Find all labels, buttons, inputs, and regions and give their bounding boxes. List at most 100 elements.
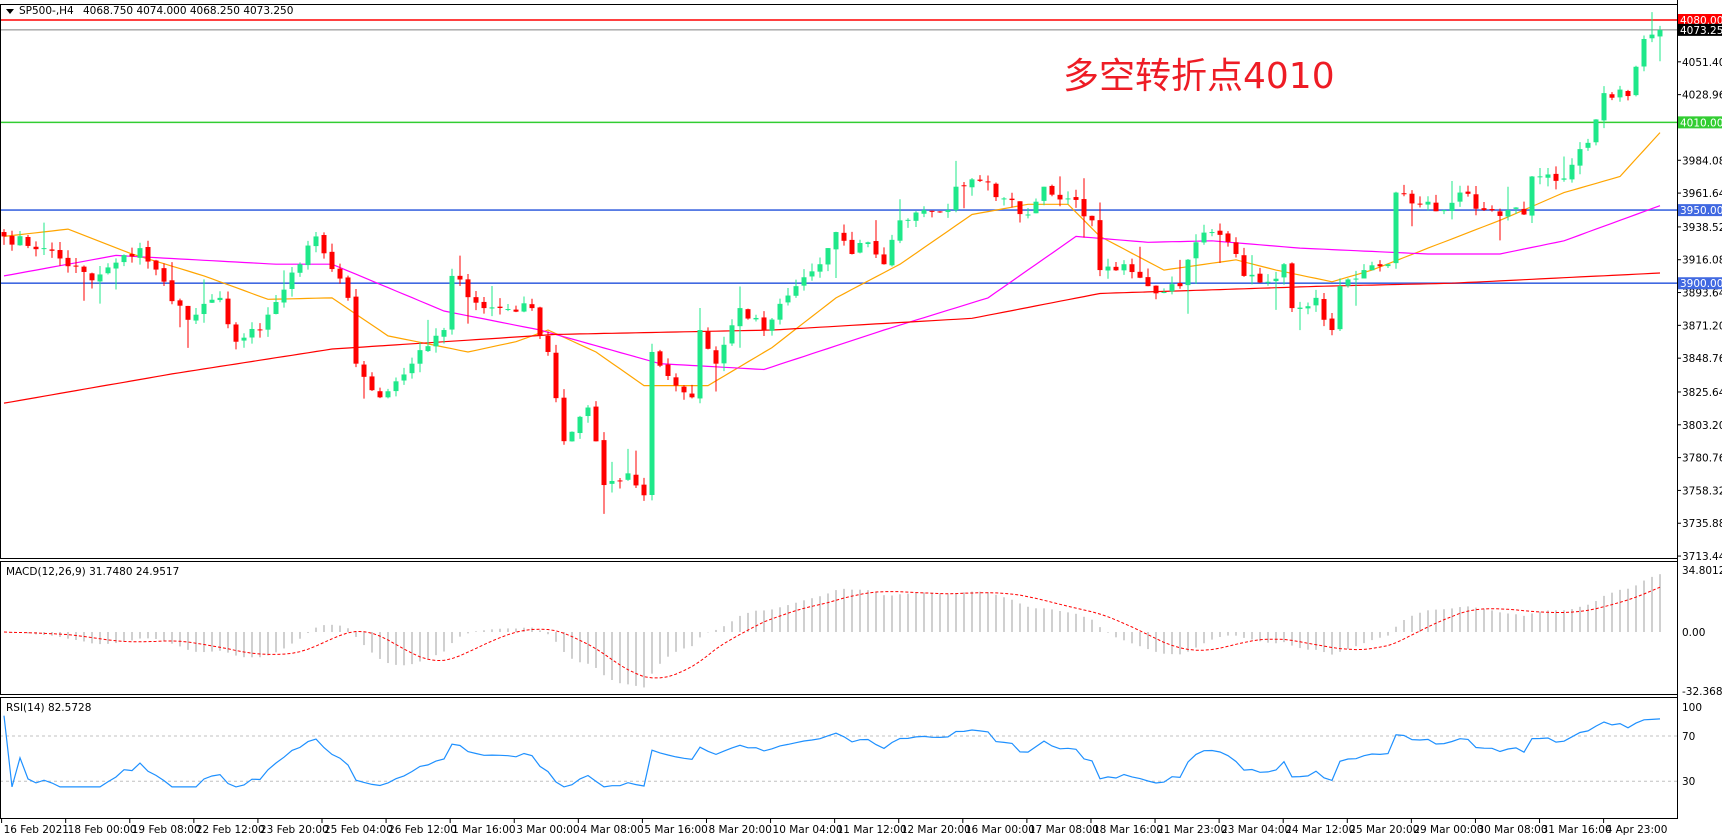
candle-body xyxy=(1289,263,1295,309)
candle xyxy=(945,203,951,218)
candle xyxy=(713,346,719,392)
candle-body xyxy=(617,480,623,482)
candle-body xyxy=(113,262,119,269)
x-tick-label: 17 Mar 08:00 xyxy=(1029,824,1099,836)
candle-body xyxy=(985,181,991,183)
candle-body xyxy=(249,328,255,338)
candle-body xyxy=(1345,279,1351,286)
candle xyxy=(921,206,927,218)
y-tick-label: 3848.760 xyxy=(1682,353,1722,365)
candle-body xyxy=(1025,214,1031,216)
candle-body xyxy=(1177,283,1183,287)
candle xyxy=(97,266,103,304)
candle xyxy=(1193,234,1199,285)
candle-body xyxy=(1233,242,1239,254)
candle-body xyxy=(105,267,111,274)
rsi-y-tick-label: 70 xyxy=(1682,731,1695,743)
dropdown-triangle-icon[interactable] xyxy=(6,9,14,14)
candle xyxy=(1217,223,1223,264)
candle xyxy=(1473,185,1479,216)
candle-body xyxy=(825,248,831,265)
rsi-panel[interactable] xyxy=(0,715,1677,788)
candle-body xyxy=(1225,233,1231,242)
candle-body xyxy=(1553,173,1559,181)
candle-body xyxy=(1305,306,1311,309)
candle-body xyxy=(1377,264,1383,267)
candle xyxy=(537,306,543,340)
candle-body xyxy=(1193,242,1199,259)
candle xyxy=(65,250,71,273)
candle-body xyxy=(721,344,727,364)
x-tick-label: 30 Mar 08:00 xyxy=(1477,824,1547,836)
candle-body xyxy=(1137,271,1143,278)
candle-body xyxy=(1297,307,1303,309)
candle xyxy=(705,327,711,350)
candle-body xyxy=(1457,192,1463,202)
x-tick-label: 11 Mar 12:00 xyxy=(837,824,907,836)
candle xyxy=(609,461,615,493)
candle-body xyxy=(401,374,407,381)
candle-body xyxy=(1473,194,1479,209)
candle-body xyxy=(961,185,967,187)
x-tick-label: 23 Mar 04:00 xyxy=(1221,824,1291,836)
candle-body xyxy=(225,298,231,325)
y-tick-label: 3803.200 xyxy=(1682,420,1722,432)
candle xyxy=(801,269,807,291)
y-tick-label: 3984.080 xyxy=(1682,155,1722,167)
y-tick-label: 3961.640 xyxy=(1682,188,1722,200)
candle xyxy=(1169,276,1175,295)
x-tick-label: 29 Mar 00:00 xyxy=(1413,824,1483,836)
candle-body xyxy=(553,352,559,399)
candle xyxy=(161,263,167,286)
candle xyxy=(961,182,967,209)
candle-body xyxy=(1161,292,1167,294)
candle-body xyxy=(161,268,167,282)
candle xyxy=(977,175,983,182)
candle-body xyxy=(1009,198,1015,201)
candle-body xyxy=(729,325,735,344)
candle-body xyxy=(361,364,367,377)
x-tick-label: 31 Mar 16:00 xyxy=(1542,824,1612,836)
candle xyxy=(337,263,343,284)
candle xyxy=(1641,35,1647,72)
candle-body xyxy=(377,391,383,398)
candle-body xyxy=(785,295,791,303)
candle xyxy=(401,367,407,385)
candle xyxy=(201,279,207,323)
candle xyxy=(449,268,455,335)
candle xyxy=(1633,65,1639,97)
macd-y-tick-label: -32.3687 xyxy=(1682,686,1722,698)
candle xyxy=(1345,278,1351,288)
candle-body xyxy=(1569,164,1575,180)
candle-body xyxy=(697,330,703,399)
candle-body xyxy=(425,346,431,352)
candle xyxy=(641,477,647,501)
candle xyxy=(193,307,199,325)
candle-body xyxy=(241,337,247,341)
candle xyxy=(1465,185,1471,197)
candle-body xyxy=(537,307,543,336)
candle-body xyxy=(665,364,671,376)
candle-body xyxy=(41,248,47,250)
candle-body xyxy=(913,212,919,221)
macd-panel[interactable] xyxy=(3,574,1661,688)
candle xyxy=(209,294,215,304)
candle-body xyxy=(1593,119,1599,143)
candle-body xyxy=(465,279,471,298)
candle-body xyxy=(145,247,151,262)
candle xyxy=(1561,156,1567,182)
candle-body xyxy=(1033,201,1039,214)
candle-body xyxy=(705,331,711,349)
candle-body xyxy=(529,304,535,309)
candle-body xyxy=(281,289,287,303)
price-panel[interactable] xyxy=(0,12,1677,514)
candle xyxy=(177,298,183,328)
candle-body xyxy=(337,268,343,279)
symbol-label: SP500-,H4 xyxy=(19,5,74,17)
candle xyxy=(1497,208,1503,241)
candle xyxy=(1185,259,1191,314)
candle-body xyxy=(193,314,199,321)
candle-body xyxy=(1065,198,1071,200)
